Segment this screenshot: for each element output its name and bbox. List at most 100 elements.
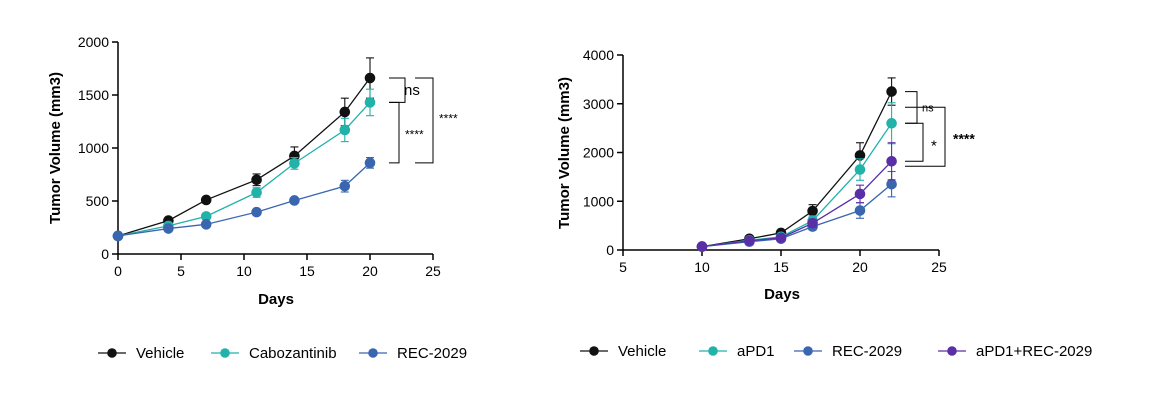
y-tick-label: 0 [101,246,109,262]
x-tick-label: 0 [114,263,122,279]
data-point [251,174,262,186]
bracket-line [905,106,946,167]
legend-label: Vehicle [618,343,666,360]
legend-marker [220,348,230,358]
data-point [163,223,174,234]
series-vehicle [696,77,897,252]
legend-marker [368,348,378,358]
legend-item: aPD1+REC-2029 [938,343,1092,360]
sig-label: ns [404,82,420,99]
chart1-series [112,57,376,242]
legend-label: REC-2029 [832,343,902,360]
data-point [289,195,300,206]
data-point [200,194,212,206]
data-point [251,187,262,198]
chart1-axes: 0 5 10 15 20 25 0 500 1000 1500 2000 [78,34,441,279]
series-vehicle [112,57,376,242]
y-tick-label: 0 [606,242,614,258]
data-point [854,188,866,200]
series-apd1-rec-2029 [696,142,897,252]
chart2-y-axis-title: Tumor Volume (mm3) [556,77,573,229]
data-point [696,241,708,252]
data-point [886,155,897,167]
data-point [854,205,866,216]
chart1-legend: Vehicle Cabozantinib REC-2029 [98,345,467,362]
y-tick-label: 1000 [78,140,109,156]
x-tick-label: 10 [236,263,252,279]
sig-label: **** [439,111,458,125]
chart-tumor-volume-left: 0 5 10 15 20 25 0 500 1000 1500 2000 ns **** **** Da… [47,34,467,362]
y-tick-label: 2000 [78,34,109,50]
sig-label: * [931,137,937,154]
y-tick-label: 1500 [78,87,109,103]
x-tick-label: 25 [931,259,947,275]
legend-label: aPD1 [737,343,775,360]
x-tick-label: 15 [773,259,789,275]
sig-bracket-vehicle-rec2029: **** [415,77,458,164]
legend-item: REC-2029 [359,345,467,362]
bracket-line [905,122,924,162]
series-apd1 [696,102,897,252]
data-point [339,124,351,136]
data-point [251,206,262,218]
series-rec-2029 [696,170,897,252]
sig-bracket-vehicle-rec2029: **** [905,106,975,167]
chart1-x-axis-title: Days [258,291,294,308]
legend-marker [708,346,718,356]
legend-label: Vehicle [136,345,184,362]
legend-item: Vehicle [580,343,666,360]
data-point [339,106,351,118]
legend-label: Cabozantinib [249,345,337,362]
legend-marker [107,348,117,358]
y-tick-label: 3000 [583,96,614,112]
legend-item: REC-2029 [794,343,902,360]
x-tick-label: 10 [694,259,710,275]
chart2-significance: ns* **** [905,91,975,167]
sig-bracket-vehicle-cabozantinib: ns [389,77,420,103]
series-line [701,160,893,248]
chart1-significance: ns **** **** [389,77,458,164]
data-point [807,205,818,217]
legend-marker [803,346,813,356]
sig-label: **** [953,131,975,147]
data-point [775,232,787,244]
y-tick-label: 4000 [583,47,614,63]
data-point [854,164,866,175]
data-point [289,158,300,169]
bracket-line [389,77,406,103]
chart1-y-axis-title: Tumor Volume (mm3) [47,72,64,224]
data-point [112,230,124,242]
data-point [886,178,897,190]
data-point [364,157,376,169]
legend-marker [589,346,599,356]
x-tick-label: 5 [619,259,627,275]
x-tick-label: 15 [299,263,315,279]
chart2-axes: 5 10 15 20 25 0 1000 2000 3000 4000 [583,47,947,275]
data-point [744,235,755,247]
sig-bracket-cabozantinib-rec2029: **** [389,101,424,164]
x-tick-label: 5 [177,263,185,279]
series-line [117,77,371,237]
data-point [200,219,212,230]
data-point [807,217,818,229]
x-tick-label: 25 [425,263,441,279]
sig-label: **** [405,128,424,142]
data-point [886,86,897,97]
series-rec-2029 [112,156,376,242]
data-point [886,117,897,129]
bracket-line [415,77,434,164]
legend-item: Cabozantinib [211,345,337,362]
data-point [339,180,351,192]
bracket-line [389,101,400,164]
sig-bracket-apd1-rec2029: * [905,122,937,162]
y-tick-label: 500 [86,193,110,209]
series-cabozantinib [112,88,376,242]
legend-label: aPD1+REC-2029 [976,343,1092,360]
series-line [701,91,893,248]
chart2-series [696,77,897,252]
legend-marker [947,346,957,356]
x-tick-label: 20 [852,259,868,275]
data-point [364,97,376,108]
